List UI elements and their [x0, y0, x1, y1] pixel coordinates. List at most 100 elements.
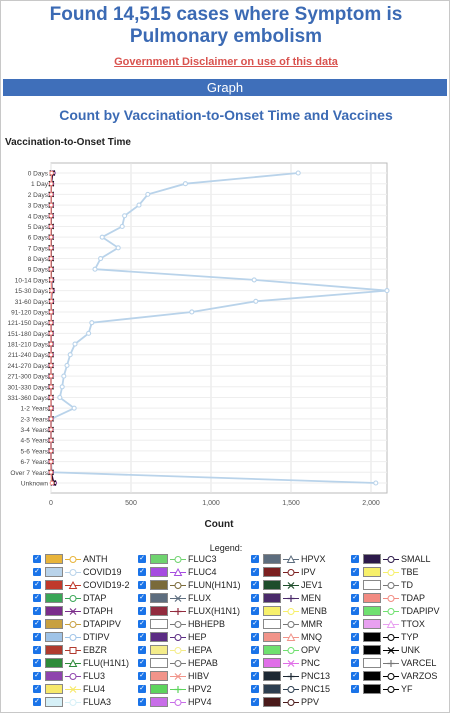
legend-swatch — [363, 567, 381, 577]
legend-checkbox[interactable]: ✓ — [351, 594, 359, 602]
legend-checkbox[interactable]: ✓ — [251, 698, 259, 706]
legend-checkbox[interactable]: ✓ — [351, 672, 359, 680]
legend-checkbox[interactable]: ✓ — [138, 633, 146, 641]
legend-label: COVID19-2 — [83, 580, 130, 590]
legend-swatch — [263, 567, 281, 577]
legend-label: TTOX — [401, 619, 425, 629]
y-tick-label: 151-180 Days — [8, 331, 49, 338]
legend-checkbox[interactable]: ✓ — [33, 594, 41, 602]
legend-checkbox[interactable]: ✓ — [33, 633, 41, 641]
data-point — [92, 266, 98, 272]
legend-checkbox[interactable]: ✓ — [138, 659, 146, 667]
legend-swatch — [263, 632, 281, 642]
legend-swatch — [45, 632, 63, 642]
legend-swatch — [45, 567, 63, 577]
legend-checkbox[interactable]: ✓ — [351, 607, 359, 615]
legend-label: PNC13 — [301, 671, 331, 681]
legend-checkbox[interactable]: ✓ — [138, 555, 146, 563]
x-axis-title: Count — [205, 519, 235, 530]
data-point — [49, 277, 54, 283]
legend-swatch — [45, 645, 63, 655]
data-point — [48, 341, 54, 347]
legend-label: HPVX — [301, 554, 326, 564]
data-point — [295, 170, 301, 176]
legend-checkbox[interactable]: ✓ — [351, 659, 359, 667]
legend-swatch — [263, 580, 281, 590]
data-point — [253, 298, 259, 304]
graph-section-header: Graph — [3, 79, 447, 96]
legend-checkbox[interactable]: ✓ — [251, 659, 259, 667]
legend-checkbox[interactable]: ✓ — [138, 672, 146, 680]
legend-checkbox[interactable]: ✓ — [33, 672, 41, 680]
legend-checkbox[interactable]: ✓ — [33, 646, 41, 654]
legend-checkbox[interactable]: ✓ — [138, 568, 146, 576]
legend-checkbox[interactable]: ✓ — [351, 646, 359, 654]
legend-checkbox[interactable]: ✓ — [251, 607, 259, 615]
legend-checkbox[interactable]: ✓ — [251, 646, 259, 654]
legend-label: HPV4 — [188, 697, 212, 707]
legend-marker-icon — [283, 554, 299, 563]
legend-label: DTIPV — [83, 632, 110, 642]
legend-swatch — [150, 632, 168, 642]
legend-checkbox[interactable]: ✓ — [251, 633, 259, 641]
legend-checkbox[interactable]: ✓ — [33, 698, 41, 706]
legend-label: VARZOS — [401, 671, 438, 681]
data-point — [48, 384, 54, 390]
legend-checkbox[interactable]: ✓ — [33, 581, 41, 589]
legend-checkbox[interactable]: ✓ — [251, 555, 259, 563]
data-point — [48, 448, 54, 454]
legend-swatch — [263, 619, 281, 629]
legend-swatch — [263, 697, 281, 707]
legend-checkbox[interactable]: ✓ — [138, 607, 146, 615]
legend-checkbox[interactable]: ✓ — [138, 685, 146, 693]
legend-checkbox[interactable]: ✓ — [251, 594, 259, 602]
legend-checkbox[interactable]: ✓ — [351, 633, 359, 641]
legend-checkbox[interactable]: ✓ — [251, 568, 259, 576]
legend-checkbox[interactable]: ✓ — [138, 581, 146, 589]
legend-checkbox[interactable]: ✓ — [351, 620, 359, 628]
data-point — [48, 405, 54, 411]
y-tick-label: 1 Day — [31, 181, 49, 188]
chart-title: Count by Vaccination-to-Onset Time and V… — [59, 107, 393, 123]
legend-checkbox[interactable]: ✓ — [33, 568, 41, 576]
legend-checkbox[interactable]: ✓ — [251, 620, 259, 628]
data-point — [49, 298, 54, 304]
legend-label: OPV — [301, 645, 321, 655]
y-tick-label: 5-6 Years — [21, 448, 49, 455]
legend-label: FLU4 — [83, 684, 106, 694]
legend-checkbox[interactable]: ✓ — [351, 581, 359, 589]
y-tick-label: 7 Days — [28, 245, 49, 252]
legend-checkbox[interactable]: ✓ — [33, 685, 41, 693]
legend-checkbox[interactable]: ✓ — [351, 685, 359, 693]
legend-checkbox[interactable]: ✓ — [33, 607, 41, 615]
y-tick-label: 5 Days — [28, 224, 49, 231]
legend-checkbox[interactable]: ✓ — [351, 568, 359, 576]
legend-checkbox[interactable]: ✓ — [138, 698, 146, 706]
legend-checkbox[interactable]: ✓ — [251, 672, 259, 680]
y-tick-label: 4 Days — [28, 213, 49, 220]
legend-label: FLU3 — [83, 671, 106, 681]
data-point — [64, 362, 70, 368]
legend-label: HEPAB — [188, 658, 218, 668]
chart: Vaccination-to-Onset Time 0 500 1,000 1,500 2… — [5, 137, 390, 530]
legend-marker-icon — [170, 567, 186, 576]
legend-checkbox[interactable]: ✓ — [33, 620, 41, 628]
legend-checkbox[interactable]: ✓ — [33, 659, 41, 667]
legend-marker-icon — [170, 660, 186, 667]
legend-checkbox[interactable]: ✓ — [138, 594, 146, 602]
disclaimer-link[interactable]: Government Disclaimer on use of this dat… — [114, 56, 338, 68]
legend-checkbox[interactable]: ✓ — [251, 581, 259, 589]
legend-checkbox[interactable]: ✓ — [138, 646, 146, 654]
legend-checkbox[interactable]: ✓ — [351, 555, 359, 563]
legend-swatch — [45, 606, 63, 616]
data-point — [48, 213, 54, 219]
legend-swatch — [363, 645, 381, 655]
data-point — [384, 288, 390, 294]
plot-area — [50, 162, 388, 494]
x-tick-label: 2,000 — [362, 500, 380, 507]
legend-checkbox[interactable]: ✓ — [138, 620, 146, 628]
legend-checkbox[interactable]: ✓ — [33, 555, 41, 563]
x-tick-label: 1,000 — [202, 500, 220, 507]
legend-checkbox[interactable]: ✓ — [251, 685, 259, 693]
data-point — [48, 202, 54, 208]
